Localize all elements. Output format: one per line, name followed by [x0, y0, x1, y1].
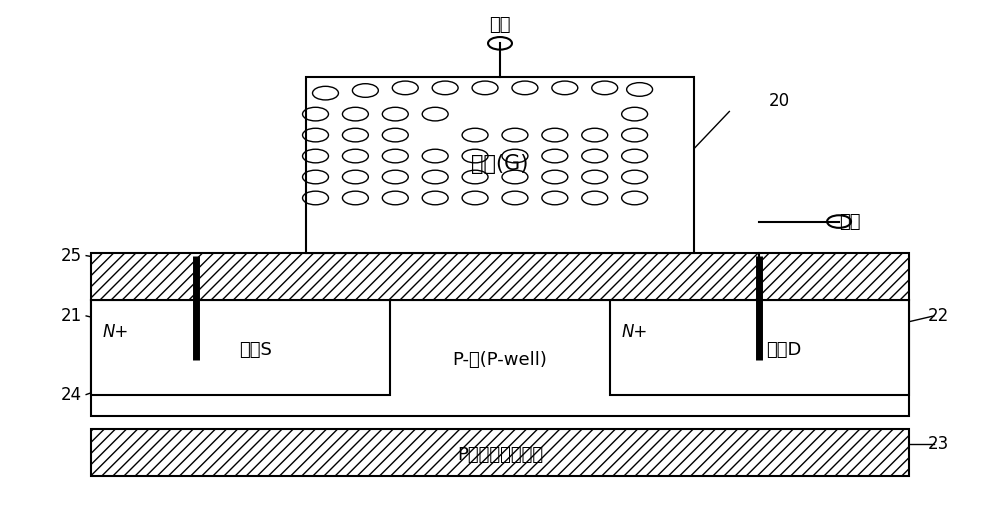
Text: 漏极D: 漏极D: [767, 341, 802, 359]
FancyBboxPatch shape: [91, 253, 909, 300]
Text: N+: N+: [103, 323, 129, 340]
Text: 位线: 位线: [839, 212, 861, 230]
FancyBboxPatch shape: [610, 300, 909, 395]
Text: 23: 23: [928, 435, 949, 453]
Text: 21: 21: [61, 307, 82, 325]
Text: 20: 20: [769, 92, 790, 110]
Text: P型硅半导体衬底: P型硅半导体衬底: [457, 446, 543, 464]
FancyBboxPatch shape: [91, 300, 390, 395]
FancyBboxPatch shape: [91, 300, 909, 415]
FancyBboxPatch shape: [91, 428, 909, 476]
Text: P-阱(P-well): P-阱(P-well): [453, 352, 547, 369]
Text: 字线: 字线: [489, 16, 511, 34]
FancyBboxPatch shape: [306, 77, 694, 253]
Text: 25: 25: [61, 247, 82, 265]
Text: 栅极(G): 栅极(G): [471, 154, 529, 174]
Text: 24: 24: [61, 386, 82, 404]
Text: 源极S: 源极S: [239, 341, 272, 359]
Text: 22: 22: [928, 307, 949, 325]
Text: N+: N+: [622, 323, 648, 340]
